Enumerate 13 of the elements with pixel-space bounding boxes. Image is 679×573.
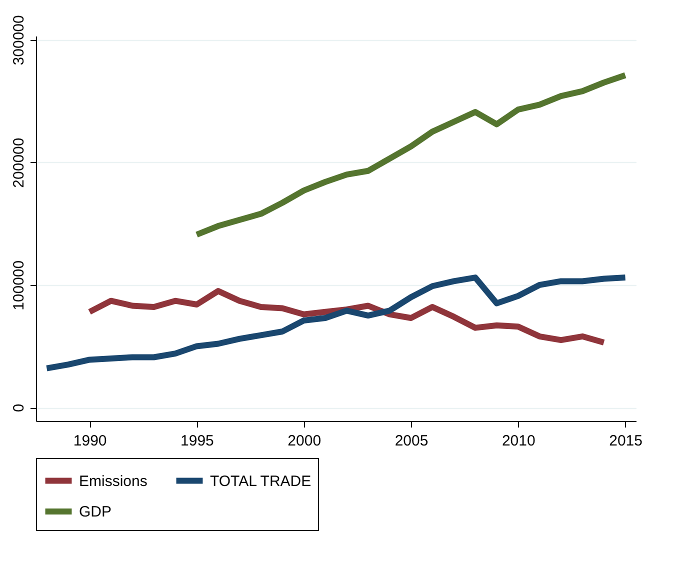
y-tick-label: 300000 <box>10 15 28 66</box>
x-tick-label: 2010 <box>502 432 536 450</box>
legend-label: Emissions <box>79 472 148 490</box>
y-tick-label: 200000 <box>10 138 28 188</box>
x-tick-label: 1995 <box>180 432 214 450</box>
y-tick-label: 100000 <box>10 260 28 310</box>
legend-label: TOTAL TRADE <box>210 472 312 490</box>
x-tick-label: 1990 <box>73 432 107 450</box>
x-tick-label: 2005 <box>394 432 428 450</box>
x-tick-label: 2015 <box>609 432 642 450</box>
x-tick-label: 2000 <box>288 432 322 450</box>
legend-label: GDP <box>79 504 112 520</box>
y-tick-label: 0 <box>10 404 28 412</box>
